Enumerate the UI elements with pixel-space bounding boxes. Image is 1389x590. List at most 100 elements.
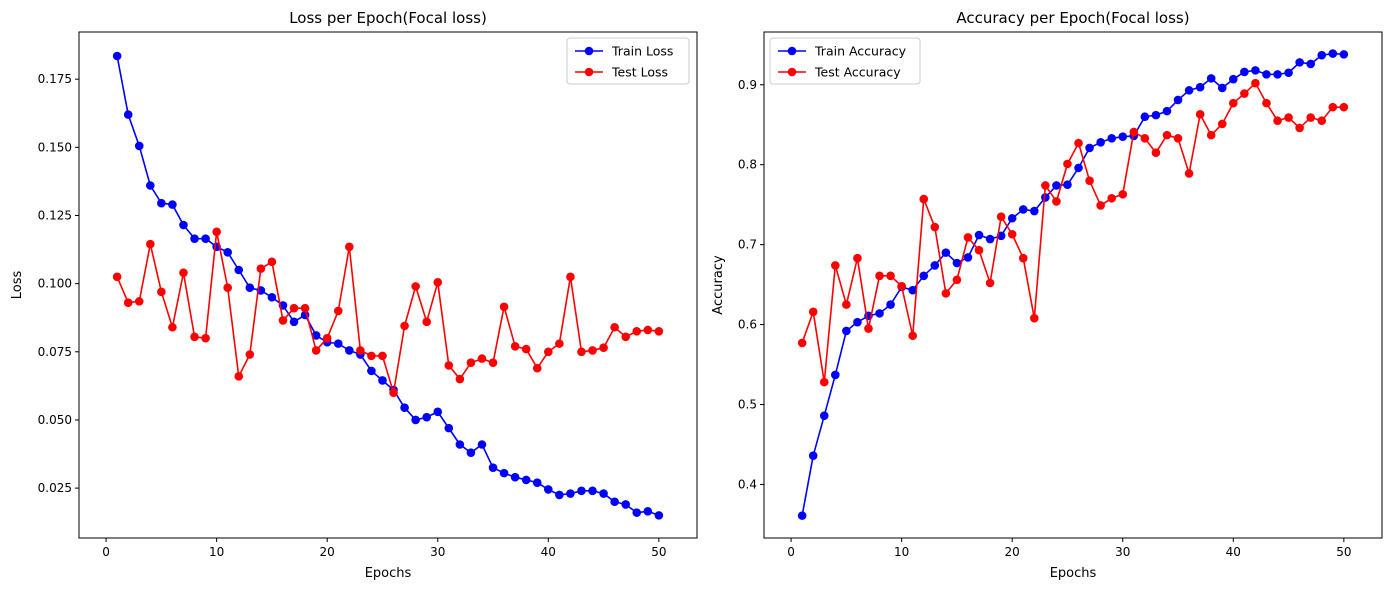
data-point	[123, 110, 133, 119]
data-point	[1262, 70, 1271, 79]
x-tick-label: 30	[430, 545, 445, 559]
data-point	[477, 354, 487, 363]
data-point	[521, 475, 531, 485]
data-point	[1107, 134, 1116, 143]
y-axis-label: Accuracy	[711, 255, 726, 315]
data-point	[422, 317, 431, 327]
data-point	[853, 317, 862, 327]
y-tick-label: 0.025	[38, 481, 72, 495]
data-point	[1240, 67, 1249, 77]
data-point	[797, 338, 807, 348]
data-point	[190, 332, 199, 342]
data-point	[378, 351, 387, 361]
x-tick-label: 10	[894, 545, 909, 559]
data-point	[157, 198, 166, 208]
data-point	[1063, 180, 1072, 189]
data-point	[411, 282, 420, 291]
data-point	[831, 370, 840, 380]
data-point	[555, 490, 564, 500]
data-point	[201, 234, 210, 243]
y-tick-label: 0.050	[38, 413, 72, 427]
data-point	[996, 212, 1006, 221]
data-point	[643, 325, 653, 335]
data-point	[1184, 169, 1194, 178]
data-point	[985, 234, 995, 244]
data-point	[123, 298, 133, 308]
data-point	[1030, 206, 1039, 216]
data-point	[179, 268, 188, 278]
data-point	[1085, 176, 1094, 185]
legend-box	[769, 37, 921, 85]
data-point	[367, 351, 376, 361]
data-point	[1317, 116, 1327, 126]
data-point	[201, 333, 210, 343]
data-point	[1229, 74, 1238, 84]
data-point	[864, 324, 873, 333]
data-point	[875, 271, 884, 281]
x-axis-label: Epochs	[1050, 566, 1097, 581]
data-point	[974, 245, 984, 255]
data-point	[566, 272, 575, 282]
legend-marker	[787, 46, 797, 56]
data-point	[1273, 70, 1282, 79]
accuracy-chart: Accuracy per Epoch(Focal loss) 0 10 20 30 40 5…	[711, 9, 1383, 581]
data-point	[256, 264, 266, 273]
x-tick-label: 30	[1115, 545, 1130, 559]
data-point	[289, 303, 299, 313]
data-point	[819, 411, 829, 420]
series-line	[116, 231, 659, 394]
data-point	[444, 361, 454, 370]
data-point	[1052, 197, 1061, 206]
data-point	[930, 222, 940, 232]
data-point	[190, 234, 199, 243]
data-point	[245, 350, 255, 359]
legend: Train Loss Test Loss	[566, 37, 690, 85]
data-point	[112, 272, 122, 282]
data-point	[1206, 74, 1216, 83]
data-point	[808, 307, 818, 317]
data-point	[941, 289, 951, 298]
data-point	[566, 489, 575, 498]
data-point	[455, 440, 465, 449]
data-point	[322, 333, 332, 343]
data-point	[510, 342, 520, 351]
data-point	[974, 230, 984, 240]
data-point	[134, 141, 144, 151]
x-tick-label: 50	[651, 545, 666, 559]
data-point	[1195, 82, 1205, 92]
y-tick-label: 0.9	[738, 78, 757, 92]
data-point	[1339, 50, 1349, 59]
legend-marker	[584, 46, 594, 56]
data-point	[544, 485, 553, 494]
data-point	[1206, 130, 1216, 140]
data-point	[797, 511, 807, 520]
plot-frame	[78, 31, 698, 539]
data-point	[577, 486, 586, 496]
data-point	[499, 302, 509, 312]
data-point	[333, 306, 343, 316]
data-point	[1306, 59, 1315, 69]
data-point	[400, 403, 409, 412]
data-point	[146, 181, 155, 190]
data-point	[333, 339, 343, 348]
data-point	[654, 327, 664, 336]
data-point	[168, 200, 177, 209]
data-point	[963, 233, 973, 242]
y-axis-label: Loss	[10, 271, 25, 300]
x-axis-label: Epochs	[365, 566, 412, 581]
data-point	[1284, 68, 1293, 78]
data-point	[1074, 163, 1083, 173]
data-point	[1317, 50, 1327, 60]
data-point	[886, 300, 895, 309]
chart-title: Loss per Epoch(Focal loss)	[289, 9, 487, 27]
data-point	[532, 363, 542, 373]
x-tick-label: 10	[209, 545, 224, 559]
data-point	[1018, 205, 1028, 214]
y-tick-label: 0.125	[38, 208, 72, 222]
data-point	[808, 451, 818, 460]
data-point	[1118, 189, 1128, 199]
y-tick-label: 0.075	[38, 345, 72, 359]
data-point	[610, 322, 619, 332]
data-point	[1251, 78, 1260, 88]
data-point	[488, 358, 498, 367]
